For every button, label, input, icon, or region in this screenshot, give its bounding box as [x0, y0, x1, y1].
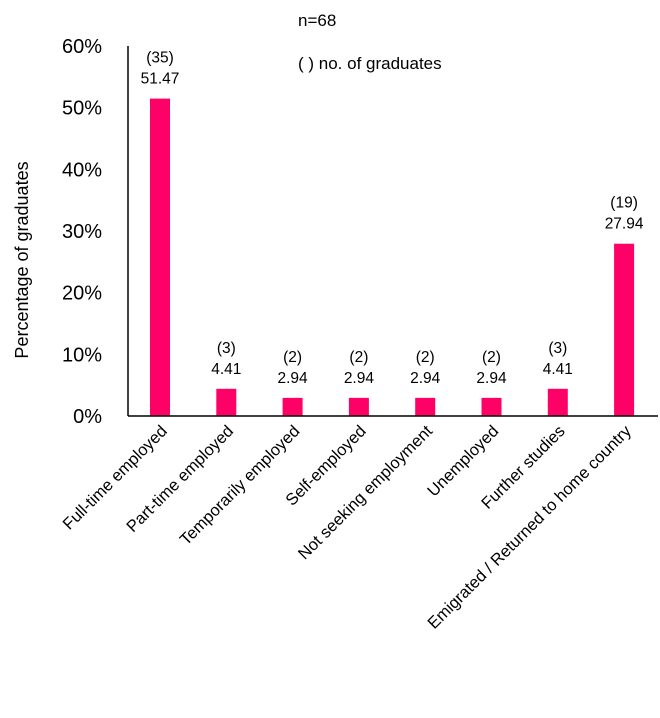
value-label: 4.41 — [543, 361, 573, 378]
count-label: (35) — [146, 50, 174, 67]
bar — [614, 243, 635, 416]
value-label: 2.94 — [344, 370, 375, 387]
y-tick-label: 20% — [62, 283, 102, 305]
y-tick-label: 40% — [62, 159, 102, 181]
count-label: (2) — [482, 349, 501, 366]
y-tick-label: 10% — [62, 344, 102, 366]
bar — [216, 388, 237, 416]
count-label: (2) — [283, 349, 302, 366]
count-label: (2) — [416, 349, 435, 366]
bar — [282, 397, 303, 416]
value-label: 4.41 — [211, 361, 241, 378]
y-tick-label: 50% — [62, 98, 102, 120]
x-category-label: Temporarily employed — [177, 422, 304, 549]
value-label: 2.94 — [410, 370, 441, 387]
count-label: (19) — [610, 195, 638, 212]
y-axis-label: Percentage of graduates — [12, 161, 32, 358]
y-tick-label: 60% — [62, 36, 102, 58]
legend-note-annotation: ( ) no. of graduates — [298, 54, 442, 73]
bar — [481, 397, 502, 416]
sample-size-annotation: n=68 — [298, 11, 336, 30]
value-label: 27.94 — [605, 216, 644, 233]
bar — [150, 98, 170, 416]
bar — [348, 397, 369, 416]
y-tick-label: 30% — [62, 221, 102, 243]
value-label: 2.94 — [278, 370, 309, 387]
x-category-label: Not seeking employment — [295, 422, 436, 563]
count-label: (3) — [217, 340, 236, 357]
count-label: (3) — [548, 340, 567, 357]
bar — [547, 388, 568, 416]
y-tick-label: 0% — [73, 406, 102, 428]
count-label: (2) — [349, 349, 368, 366]
value-label: 2.94 — [476, 370, 507, 387]
bar — [415, 397, 436, 416]
value-label: 51.47 — [141, 71, 180, 88]
